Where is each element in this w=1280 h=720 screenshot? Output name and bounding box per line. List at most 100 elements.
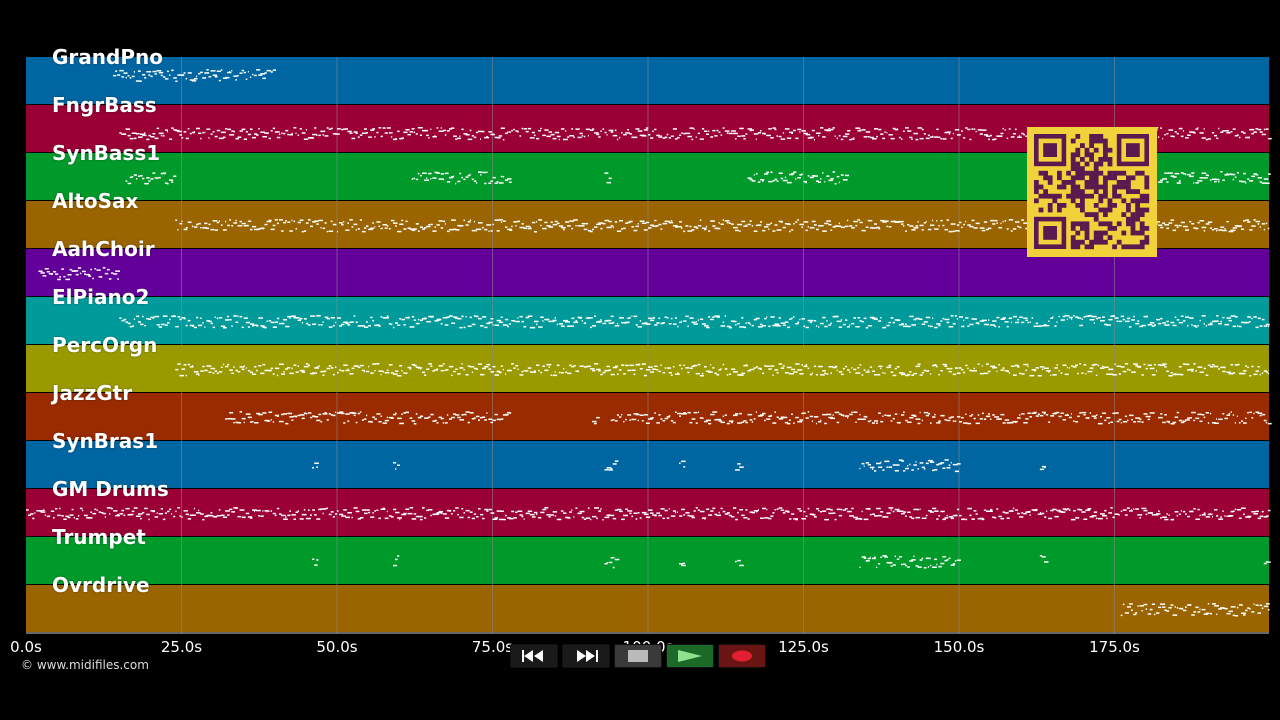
note (556, 518, 560, 521)
note (871, 468, 874, 470)
note (979, 517, 984, 520)
note (488, 418, 493, 420)
note (583, 228, 588, 231)
note (882, 516, 885, 518)
note (1008, 372, 1010, 374)
note (305, 412, 308, 415)
note (822, 316, 826, 319)
note (1041, 465, 1047, 468)
note (287, 133, 290, 136)
note (175, 368, 179, 371)
note (480, 416, 483, 419)
note (1097, 517, 1103, 520)
note (272, 326, 277, 328)
note (1116, 513, 1120, 516)
note (679, 515, 683, 517)
note (405, 508, 410, 510)
note (276, 415, 279, 417)
qr-module (1126, 203, 1131, 208)
note (320, 508, 326, 510)
note (428, 137, 430, 139)
note (488, 230, 490, 233)
note (459, 225, 462, 227)
note (140, 323, 144, 326)
note (695, 372, 700, 375)
record-button[interactable] (718, 644, 766, 668)
note (1209, 513, 1212, 515)
note (923, 321, 928, 323)
note (1137, 605, 1139, 607)
note (1017, 417, 1021, 419)
note (728, 373, 732, 375)
qr-module (1075, 147, 1081, 153)
note (639, 517, 642, 519)
note (469, 316, 472, 319)
note (811, 175, 816, 177)
note (567, 372, 572, 375)
note (422, 371, 426, 374)
note (793, 129, 796, 132)
note (1135, 322, 1140, 325)
fast-forward-button[interactable] (562, 644, 610, 668)
note (1110, 421, 1113, 423)
note (683, 230, 686, 233)
note (326, 317, 331, 320)
note (496, 181, 499, 183)
note (285, 422, 289, 425)
note (664, 316, 667, 318)
qr-code[interactable] (1027, 127, 1157, 257)
note (540, 127, 542, 130)
note (585, 517, 590, 519)
note (759, 130, 762, 132)
note (1224, 515, 1226, 517)
note (1172, 518, 1174, 521)
note (1267, 609, 1270, 611)
note (668, 221, 674, 224)
note (1050, 374, 1052, 377)
note (857, 219, 861, 221)
note (921, 419, 923, 422)
note (1012, 374, 1017, 376)
note (380, 415, 383, 417)
note (764, 133, 766, 135)
note (1075, 316, 1079, 318)
rewind-button[interactable] (510, 644, 558, 668)
note (782, 226, 786, 229)
note (498, 219, 503, 221)
note (1203, 323, 1205, 325)
note (42, 275, 47, 277)
note (635, 225, 639, 228)
note (426, 368, 430, 370)
note (1189, 220, 1192, 223)
note (967, 224, 971, 226)
note (326, 419, 329, 421)
note (627, 317, 630, 319)
note (762, 180, 764, 182)
note (818, 326, 820, 328)
track-label: Trumpet (52, 525, 146, 549)
note (401, 513, 406, 516)
note (527, 127, 532, 130)
track-label: AahChoir (52, 237, 155, 261)
stop-button[interactable] (614, 644, 662, 668)
note (1023, 363, 1029, 366)
note (1178, 180, 1181, 182)
note (1222, 413, 1225, 415)
note (1243, 370, 1247, 372)
note (484, 366, 489, 368)
note (424, 129, 428, 132)
note (629, 512, 632, 515)
note (822, 136, 826, 138)
note (623, 420, 625, 423)
note (1230, 131, 1233, 133)
note (281, 373, 286, 375)
note (643, 374, 647, 377)
note (1257, 366, 1260, 368)
note (1211, 515, 1213, 518)
note (1168, 222, 1173, 224)
note (1267, 561, 1271, 563)
play-button[interactable] (666, 644, 714, 668)
note (220, 224, 223, 226)
note (106, 268, 110, 271)
note (836, 369, 838, 372)
